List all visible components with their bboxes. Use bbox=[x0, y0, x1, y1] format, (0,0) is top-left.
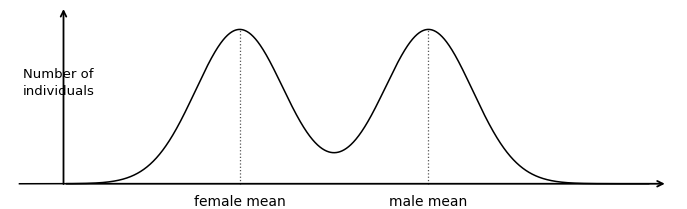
Text: Number of
individuals: Number of individuals bbox=[23, 68, 95, 98]
Text: female mean: female mean bbox=[194, 195, 286, 209]
Text: male mean: male mean bbox=[390, 195, 468, 209]
